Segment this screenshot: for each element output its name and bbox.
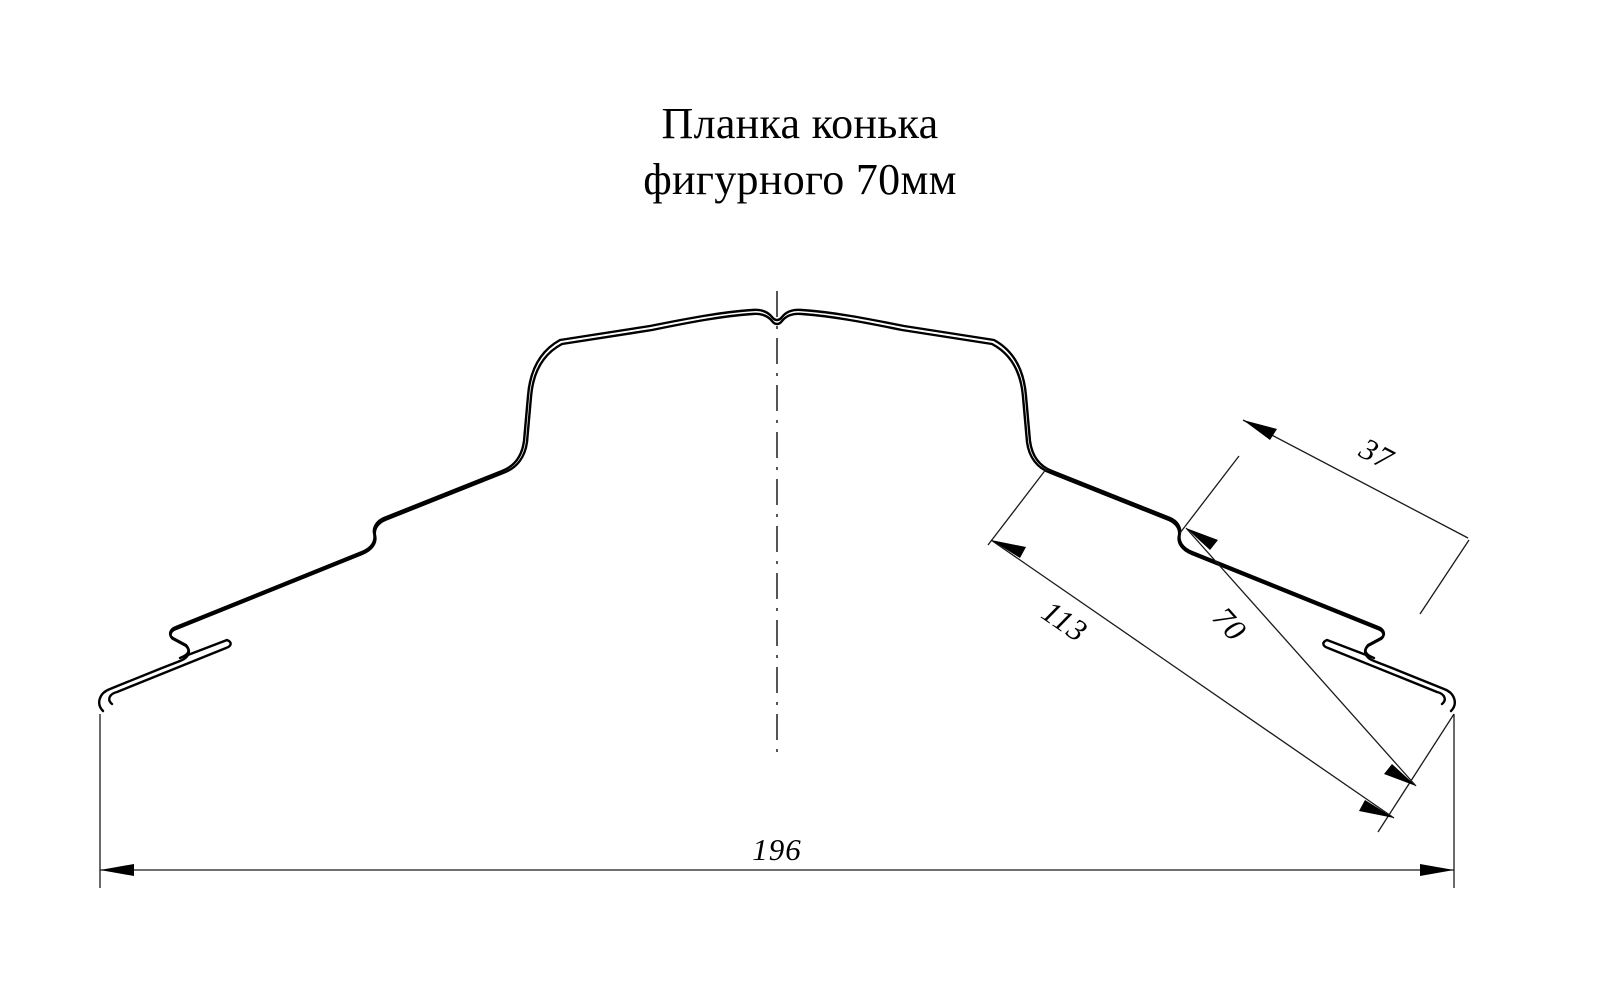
extension-line-flange-start bbox=[1179, 455, 1240, 534]
arrow-head-flange-start bbox=[1186, 528, 1218, 550]
arrow-head-overall-left bbox=[100, 864, 134, 876]
dimension-label-slope-length: 113 bbox=[1036, 594, 1095, 650]
extension-line-slope-start bbox=[987, 467, 1048, 546]
arrow-head-flange-end bbox=[1384, 764, 1416, 786]
dimension-line-flange-length bbox=[1185, 527, 1417, 787]
arrow-head-slope-start bbox=[991, 540, 1026, 558]
extension-line-slope-end bbox=[1377, 713, 1455, 833]
dimension-label-overall-width: 196 bbox=[752, 832, 802, 867]
dimension-line-edge-length bbox=[1242, 419, 1469, 539]
profile-outer-contour bbox=[98, 308, 1456, 713]
profile-inner-contour bbox=[108, 312, 1446, 706]
arrow-head-overall-right bbox=[1420, 864, 1454, 876]
dimension-label-edge-length: 37 bbox=[1353, 430, 1400, 477]
dimension-line-slope-length bbox=[990, 539, 1395, 819]
extension-line-edge-end bbox=[1419, 539, 1470, 615]
arrow-head-slope-end bbox=[1359, 800, 1394, 818]
dimension-label-flange-length: 70 bbox=[1206, 600, 1254, 648]
arrow-head-edge-start bbox=[1243, 420, 1277, 440]
